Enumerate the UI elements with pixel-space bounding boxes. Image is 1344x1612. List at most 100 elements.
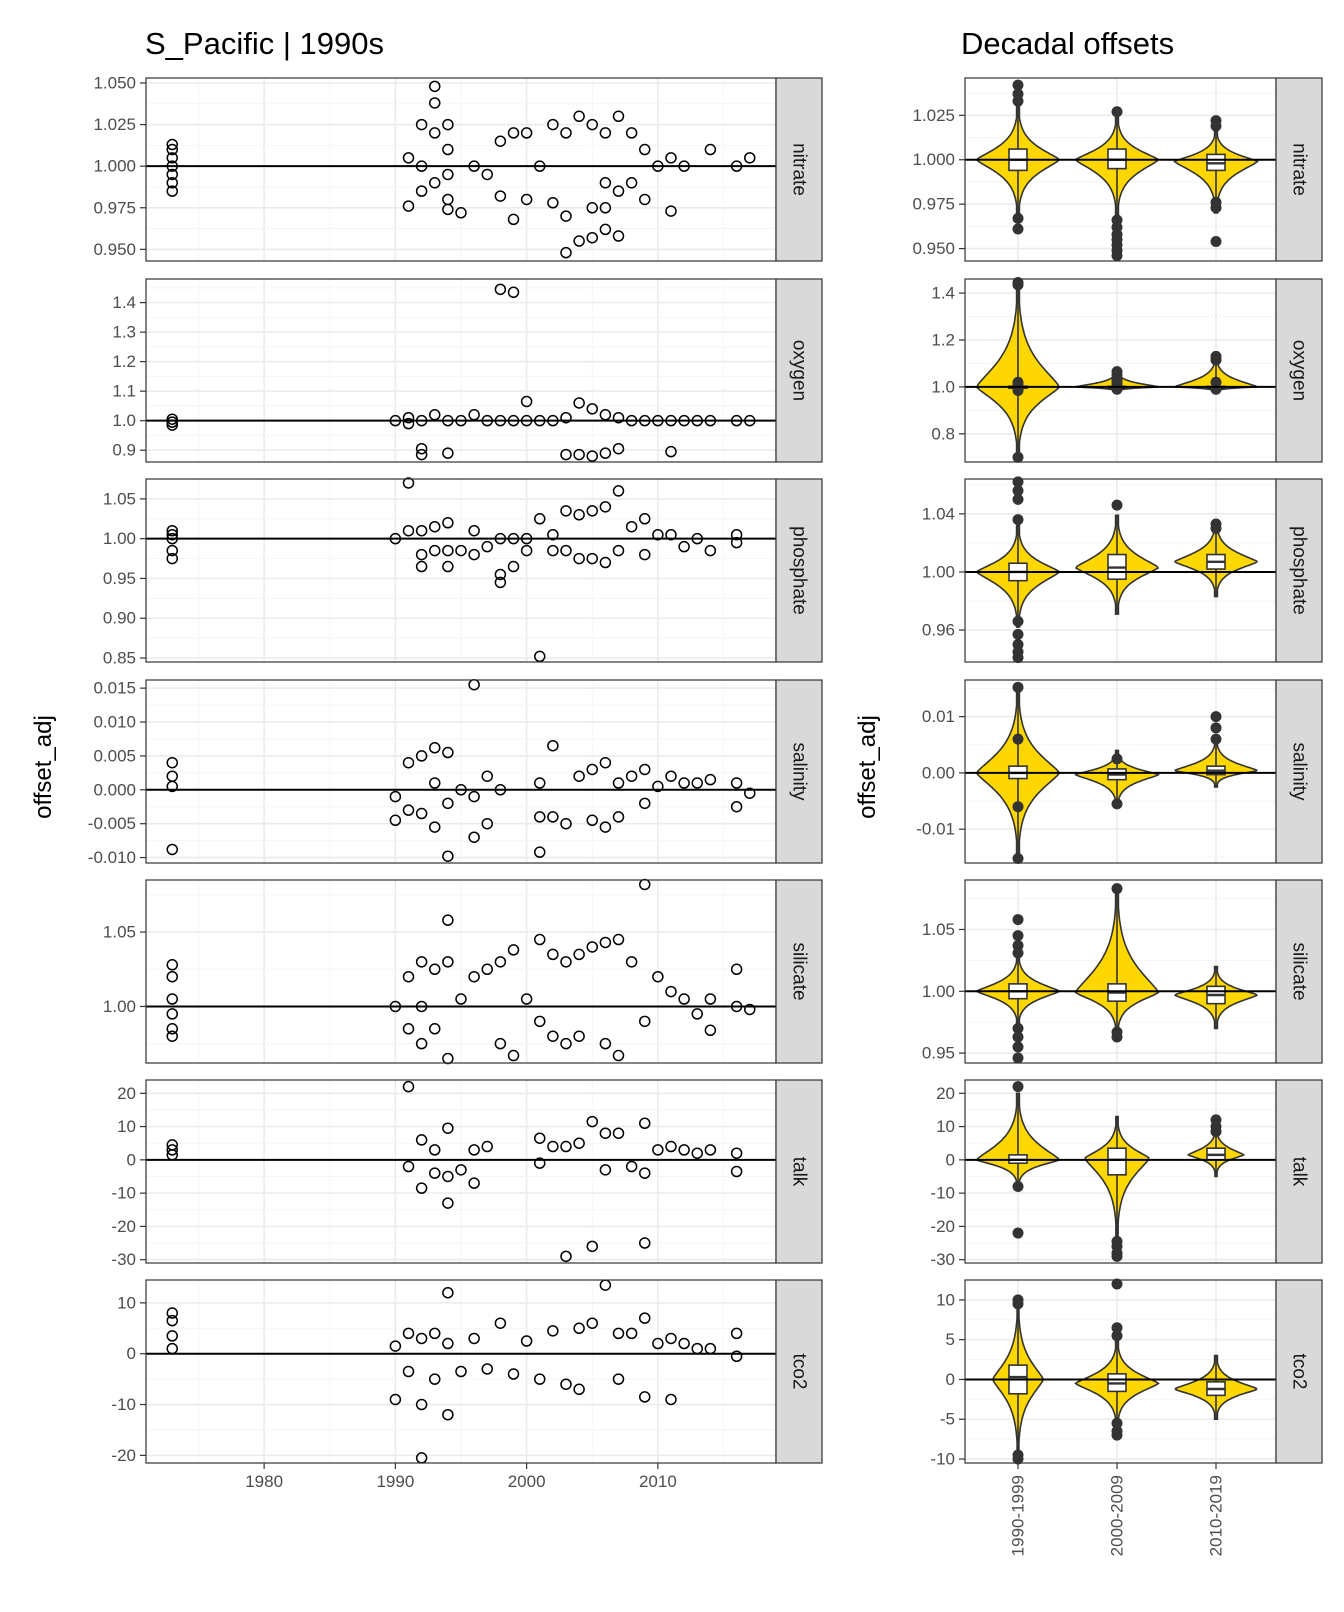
- scatter-talk-point: [612, 1127, 625, 1139]
- violin-tco2-panel: -10 -5 0 5 10 tco2: [930, 1278, 1323, 1469]
- scatter-talk-point: [560, 1250, 572, 1263]
- violin-xtick-label: 2000-2009: [1108, 1475, 1127, 1556]
- scatter-silicate-point: [520, 993, 533, 1005]
- scatter-phosphate-point: [520, 544, 533, 557]
- scatter-phosphate-point: [560, 544, 572, 557]
- scatter-phosphate-point: [429, 520, 441, 533]
- scatter-tco2-point: [573, 1322, 585, 1335]
- scatter-salinity-point: [612, 811, 625, 823]
- violin-nitrate-outlier: [1012, 95, 1024, 107]
- scatter-nitrate-point: [730, 160, 743, 172]
- scatter-silicate-point: [494, 956, 507, 968]
- scatter-silicate-point: [599, 936, 612, 949]
- violin-tco2-outlier: [1012, 1453, 1024, 1465]
- violin-xtick-label: 2010-2019: [1207, 1475, 1226, 1556]
- scatter-tco2-point: [625, 1327, 638, 1340]
- scatter-phosphate-point: [494, 568, 507, 581]
- scatter-salinity-strip-label: salinity: [789, 742, 810, 801]
- scatter-talk-point: [468, 1177, 480, 1189]
- scatter-talk-point: [730, 1147, 743, 1159]
- violin-nitrate-outlier: [1012, 223, 1024, 235]
- scatter-silicate-point: [166, 959, 178, 971]
- scatter-tco2-point: [730, 1350, 743, 1362]
- violin-oxygen-ytick-label: 1.0: [931, 377, 955, 396]
- scatter-salinity-ytick-label: 0.005: [93, 746, 136, 765]
- scatter-phosphate-point: [612, 485, 625, 497]
- scatter-tco2-strip-label: tco2: [789, 1354, 810, 1390]
- violin-silicate-outlier: [1012, 947, 1024, 959]
- scatter-phosphate-ytick-label: 1.00: [103, 529, 136, 548]
- violin-silicate-strip-label: silicate: [1289, 942, 1310, 1000]
- scatter-silicate-strip: [775, 879, 823, 1064]
- scatter-salinity-point: [481, 817, 493, 830]
- scatter-nitrate-point: [586, 202, 598, 214]
- scatter-salinity-point: [639, 797, 651, 810]
- scatter-oxygen-ytick-label: 0.9: [112, 441, 136, 460]
- scatter-phosphate-point: [652, 528, 664, 541]
- violin-tco2-outlier: [1012, 1298, 1024, 1310]
- violin-phosphate-strip-label: phosphate: [1289, 526, 1310, 615]
- scatter-phosphate-panel: 0.85 0.90 0.95 1.00 1.05 phosphate: [103, 477, 823, 668]
- scatter-oxygen-point: [402, 411, 415, 424]
- violin-salinity-strip: [1275, 679, 1323, 864]
- scatter-oxygen-point: [599, 447, 612, 459]
- scatter-talk-point: [730, 1165, 743, 1178]
- violin-salinity-ytick-label: 0.01: [922, 707, 955, 726]
- scatter-tco2-point: [166, 1330, 178, 1342]
- scatter-talk-ytick-label: 20: [117, 1084, 136, 1103]
- scatter-nitrate-point: [166, 177, 178, 189]
- scatter-oxygen-point: [730, 414, 743, 427]
- scatter-nitrate-point: [494, 135, 507, 147]
- scatter-tco2-point: [389, 1340, 402, 1352]
- scatter-nitrate-strip-label: nitrate: [789, 143, 810, 196]
- scatter-salinity-point: [534, 846, 546, 858]
- violin-nitrate-outlier: [1111, 106, 1123, 118]
- scatter-talk-point: [442, 1170, 454, 1183]
- violin-phosphate-outlier: [1210, 522, 1222, 534]
- scatter-nitrate-point: [429, 177, 441, 189]
- violin-talk-strip-label: talk: [1289, 1157, 1310, 1187]
- scatter-phosphate-point: [415, 560, 428, 573]
- scatter-nitrate-point: [547, 197, 559, 209]
- scatter-salinity-point: [481, 770, 493, 782]
- scatter-phosphate-point: [560, 505, 572, 517]
- scatter-tco2-point: [494, 1317, 507, 1329]
- scatter-tco2-point: [389, 1393, 402, 1406]
- scatter-phosphate-point: [166, 532, 178, 545]
- scatter-talk-point: [442, 1197, 454, 1209]
- scatter-nitrate-point: [481, 168, 493, 181]
- scatter-tco2-point: [691, 1342, 703, 1355]
- scatter-salinity-point: [534, 811, 546, 823]
- scatter-nitrate-point: [166, 185, 178, 197]
- violin-tco2-violin-2010-2019: [1174, 1354, 1258, 1420]
- violin-silicate-violin-2000-2009: [1074, 883, 1160, 1043]
- violin-salinity-outlier: [1012, 801, 1024, 813]
- scatter-phosphate-point: [704, 544, 717, 557]
- scatter-oxygen-point: [442, 414, 454, 427]
- scatter-salinity-panel: -0.010 -0.005 0.000 0.005 0.010 0.015 salinity: [88, 679, 823, 867]
- scatter-oxygen-point: [586, 450, 598, 462]
- violin-talk-outlier: [1210, 1126, 1222, 1138]
- scatter-silicate-point: [166, 993, 178, 1005]
- violin-tco2-ytick-label: -5: [940, 1410, 955, 1429]
- violin-phosphate-ytick-label: 0.96: [922, 621, 955, 640]
- violin-phosphate-strip: [1275, 478, 1323, 663]
- scatter-oxygen-point: [507, 286, 520, 299]
- scatter-talk-point: [586, 1115, 598, 1128]
- scatter-oxygen-point: [402, 417, 415, 430]
- scatter-salinity-point: [586, 763, 598, 776]
- scatter-silicate-point: [612, 933, 625, 946]
- violin-nitrate-violin-2010-2019: [1173, 115, 1259, 247]
- scatter-nitrate-point: [429, 80, 441, 93]
- scatter-oxygen-point: [415, 414, 428, 427]
- scatter-silicate-point: [573, 1030, 585, 1042]
- scatter-salinity-point: [402, 756, 415, 769]
- scatter-salinity-point: [599, 756, 612, 769]
- scatter-talk-point: [560, 1140, 572, 1153]
- scatter-phosphate-point: [691, 532, 703, 545]
- scatter-oxygen-ytick-label: 1.3: [112, 323, 136, 342]
- scatter-tco2-point: [547, 1325, 559, 1337]
- scatter-oxygen-ytick-label: 1.0: [112, 411, 136, 430]
- scatter-nitrate-ytick-label: 1.000: [93, 157, 136, 176]
- scatter-nitrate-point: [560, 127, 572, 139]
